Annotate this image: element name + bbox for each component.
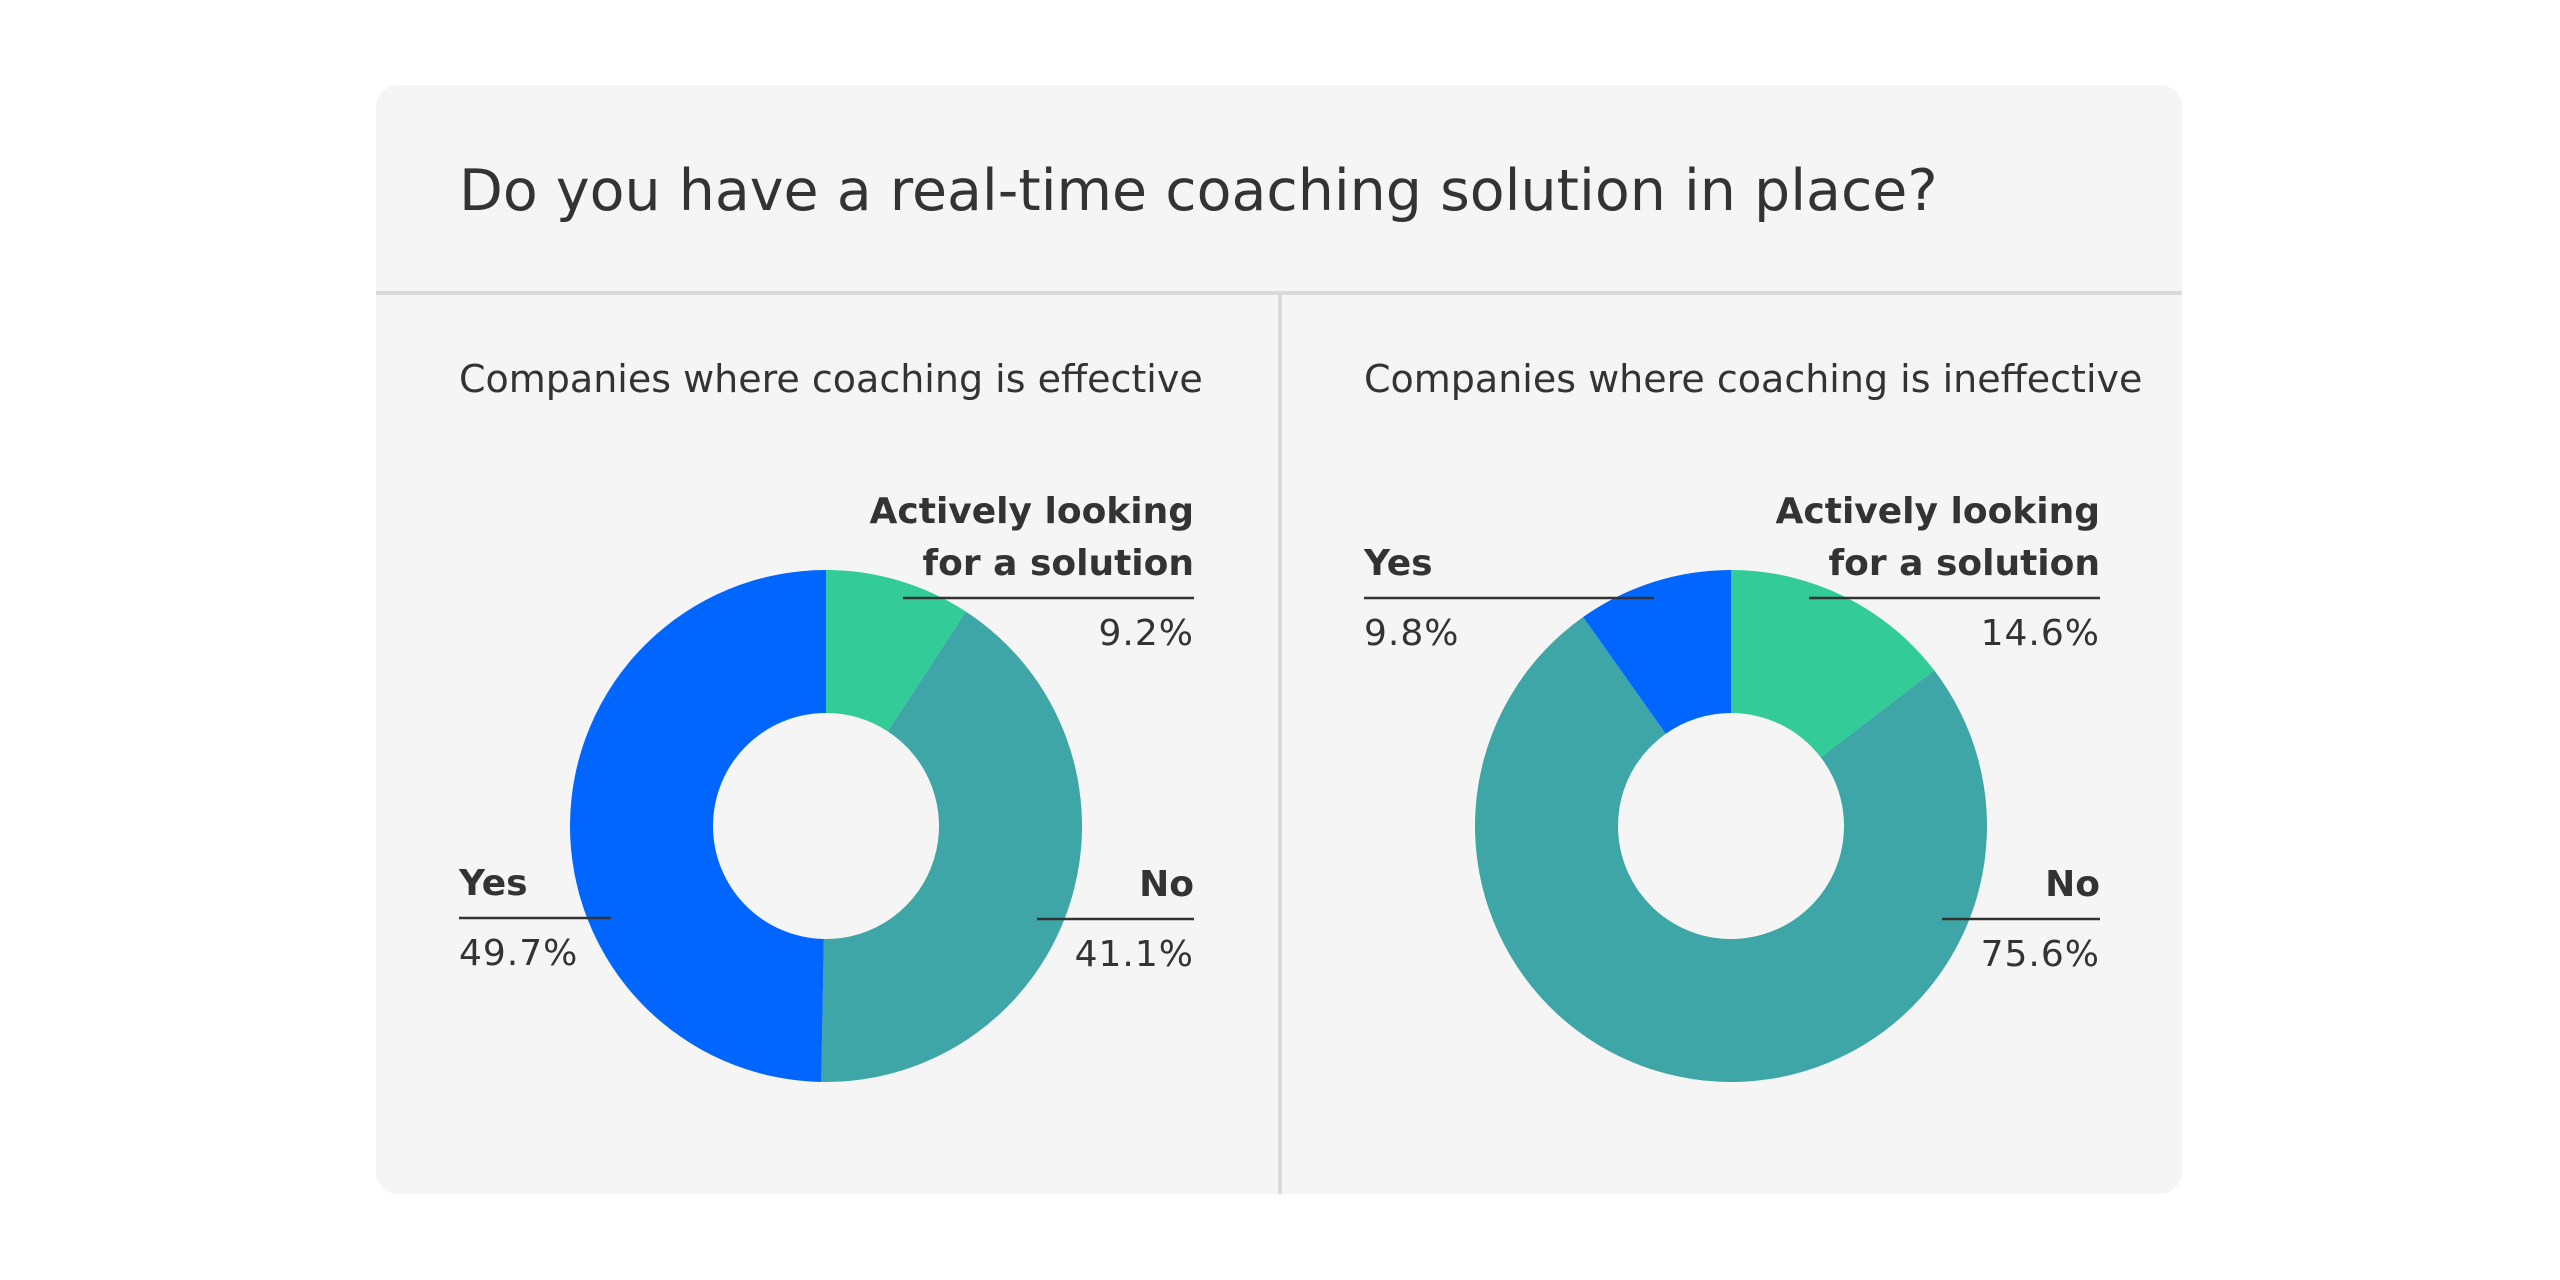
value-label: 14.6% [1980,613,2100,654]
donut-slice [826,570,966,732]
category-label: No [2045,863,2100,905]
page-title: Do you have a real-time coaching solutio… [459,158,1938,224]
donut-slice [570,570,826,1082]
donut-slice [1583,570,1731,734]
category-label: Yes [1364,542,1433,584]
value-label: 41.1% [1074,934,1194,975]
donut-slice [1731,570,1935,758]
chart-subtitle: Companies where coaching is ineffective [1364,357,2143,401]
category-label: Actively looking for a solution [869,490,1194,584]
category-label: Yes [459,862,528,904]
value-label: 9.2% [1098,613,1194,654]
value-label: 75.6% [1980,934,2100,975]
category-label: No [1139,863,1194,905]
value-label: 9.8% [1364,613,1460,654]
value-label: 49.7% [459,933,579,974]
donut-slice [1475,617,1987,1082]
chart-subtitle: Companies where coaching is effective [459,357,1203,401]
donut-slice [821,611,1082,1082]
category-label: Actively looking for a solution [1775,490,2100,584]
